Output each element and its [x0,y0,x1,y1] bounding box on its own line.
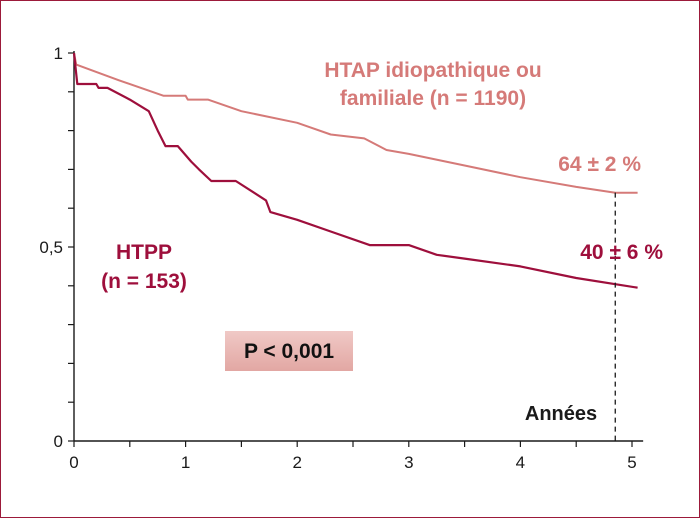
pvalue-label: P < 0,001 [244,340,334,363]
y-tick-label: 0 [54,432,63,451]
x-tick-label: 5 [627,453,636,472]
x-tick-label: 4 [516,453,525,472]
x-tick-label: 2 [292,453,301,472]
x-tick-label: 0 [69,453,78,472]
x-axis-title: Années [525,403,597,425]
htpp-value-label: 40 ± 6 % [580,241,663,264]
x-tick-label: 3 [404,453,413,472]
series-line-htpp [72,52,638,289]
series-line-htap [73,52,638,194]
x-tick-label: 1 [181,453,190,472]
idio-label-line1: HTAP idiopathique ou [324,59,541,82]
pvalue-box [225,331,353,371]
htpp-label-line1: HTPP [116,241,172,264]
y-tick-label: 1 [54,44,63,63]
idio-value-label: 64 ± 2 % [558,153,641,176]
idio-label-line2: familiale (n = 1190) [340,87,526,110]
htpp-label-line2: (n = 153) [101,270,187,293]
y-tick-label: 0,5 [39,238,63,257]
chart-axes [73,51,644,442]
axis-ticks: 0 0,5 1 0 1 2 3 4 5 [39,44,636,472]
survival-curves [72,52,638,289]
